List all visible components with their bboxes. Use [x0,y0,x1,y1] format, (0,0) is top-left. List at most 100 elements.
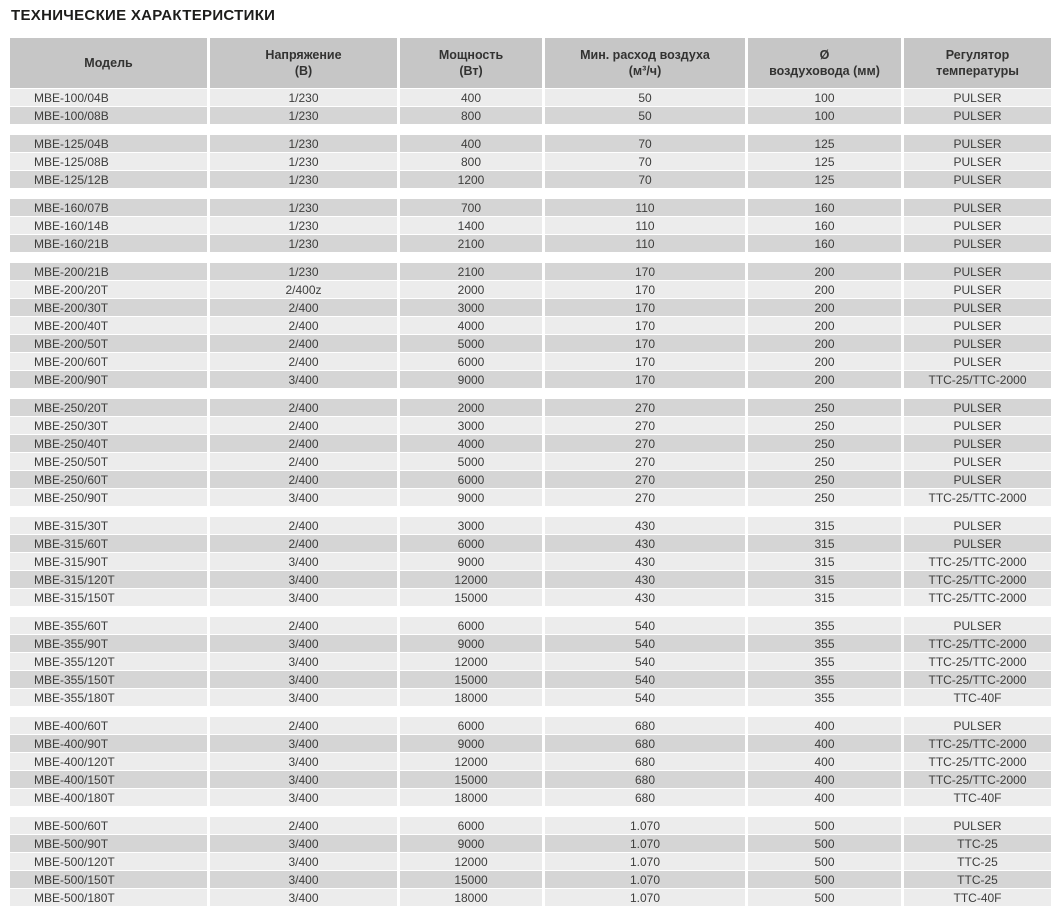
voltage-cell: 2/400 [210,535,397,552]
regulator-cell: TTC-25 [904,871,1051,888]
model-cell: MBE-500/150T [10,871,207,888]
power-cell: 6000 [400,535,542,552]
table-row: MBE-400/150T 3/400 15000 680 400 TTC-25/TTC-2… [10,771,1051,788]
table-row: MBE-160/14B 1/230 1400 110 160 PULSER [10,217,1051,234]
model-cell: MBE-400/90T [10,735,207,752]
regulator-cell: TTC-25/TTC-2000 [904,371,1051,388]
table-row: MBE-100/04B 1/230 400 50 100 PULSER [10,89,1051,106]
table-row: MBE-200/40T 2/400 4000 170 200 PULSER [10,317,1051,334]
voltage-cell: 3/400 [210,789,397,806]
table-row: MBE-355/150T 3/400 15000 540 355 TTC-25/TTC-2… [10,671,1051,688]
page-title: ТЕХНИЧЕСКИЕ ХАРАКТЕРИСТИКИ [11,7,276,24]
voltage-cell: 3/400 [210,653,397,670]
airflow-cell: 70 [545,153,745,170]
regulator-cell: TTC-25/TTC-2000 [904,635,1051,652]
regulator-cell: TTC-40F [904,889,1051,906]
voltage-cell: 3/400 [210,689,397,706]
regulator-cell: TTC-25/TTC-2000 [904,735,1051,752]
regulator-cell: PULSER [904,453,1051,470]
power-cell: 9000 [400,553,542,570]
regulator-cell: PULSER [904,717,1051,734]
model-cell: MBE-250/60T [10,471,207,488]
airflow-cell: 170 [545,353,745,370]
model-cell: MBE-355/120T [10,653,207,670]
table-row: MBE-400/180T 3/400 18000 680 400 TTC-40F [10,789,1051,806]
diameter-cell: 500 [748,817,901,834]
power-cell: 400 [400,89,542,106]
power-cell: 12000 [400,753,542,770]
airflow-cell: 540 [545,635,745,652]
regulator-cell: TTC-25/TTC-2000 [904,553,1051,570]
diameter-cell: 250 [748,453,901,470]
voltage-cell: 3/400 [210,371,397,388]
diameter-cell: 315 [748,517,901,534]
table-row: MBE-250/90T 3/400 9000 270 250 TTC-25/TTC-200… [10,489,1051,506]
table-row: MBE-200/50T 2/400 5000 170 200 PULSER [10,335,1051,352]
table-header: Модель Напряжение (В) Мощность (Вт) Мин. расх… [10,38,1051,88]
regulator-cell: TTC-25/TTC-2000 [904,653,1051,670]
model-cell: MBE-355/90T [10,635,207,652]
table-row: MBE-400/90T 3/400 9000 680 400 TTC-25/TTC-200… [10,735,1051,752]
model-cell: MBE-250/30T [10,417,207,434]
power-cell: 5000 [400,453,542,470]
diameter-cell: 315 [748,589,901,606]
voltage-cell: 3/400 [210,753,397,770]
diameter-cell: 355 [748,671,901,688]
power-cell: 15000 [400,771,542,788]
table-body: MBE-100/04B 1/230 400 50 100 PULSER MBE-100/08… [10,89,1051,906]
column-label: Регулятор [945,48,1010,62]
diameter-cell: 125 [748,171,901,188]
voltage-cell: 2/400 [210,817,397,834]
regulator-cell: PULSER [904,517,1051,534]
diameter-cell: 200 [748,281,901,298]
model-cell: MBE-200/90T [10,371,207,388]
power-cell: 15000 [400,589,542,606]
diameter-cell: 315 [748,553,901,570]
regulator-cell: PULSER [904,535,1051,552]
regulator-cell: PULSER [904,399,1051,416]
airflow-cell: 680 [545,771,745,788]
diameter-cell: 400 [748,735,901,752]
group-spacer-cell [10,807,1051,816]
model-cell: MBE-500/90T [10,835,207,852]
voltage-cell: 2/400 [210,399,397,416]
model-cell: MBE-315/90T [10,553,207,570]
power-cell: 6000 [400,353,542,370]
voltage-cell: 1/230 [210,171,397,188]
power-cell: 2100 [400,235,542,252]
voltage-cell: 1/230 [210,107,397,124]
group-spacer [10,389,1051,398]
diameter-cell: 355 [748,617,901,634]
diameter-cell: 400 [748,771,901,788]
diameter-cell: 500 [748,871,901,888]
diameter-cell: 200 [748,317,901,334]
airflow-cell: 1.070 [545,889,745,906]
model-cell: MBE-250/20T [10,399,207,416]
group-spacer [10,807,1051,816]
regulator-cell: PULSER [904,153,1051,170]
airflow-cell: 170 [545,281,745,298]
table-row: MBE-500/90T 3/400 9000 1.070 500 TTC-25 [10,835,1051,852]
airflow-cell: 680 [545,717,745,734]
model-cell: MBE-200/21B [10,263,207,280]
airflow-cell: 540 [545,689,745,706]
model-cell: MBE-125/04B [10,135,207,152]
regulator-cell: PULSER [904,217,1051,234]
voltage-cell: 3/400 [210,671,397,688]
power-cell: 4000 [400,435,542,452]
table-row: MBE-200/90T 3/400 9000 170 200 TTC-25/TTC-200… [10,371,1051,388]
airflow-cell: 170 [545,317,745,334]
voltage-cell: 3/400 [210,835,397,852]
group-spacer [10,707,1051,716]
power-cell: 6000 [400,617,542,634]
column-sublabel: (м³/ч) [628,64,662,78]
diameter-cell: 125 [748,153,901,170]
power-cell: 9000 [400,371,542,388]
airflow-cell: 110 [545,199,745,216]
column-sublabel: температуры [936,64,1019,78]
column-sublabel: (Вт) [459,64,483,78]
table-row: MBE-315/150T 3/400 15000 430 315 TTC-25/TTC-2… [10,589,1051,606]
model-cell: MBE-250/90T [10,489,207,506]
voltage-cell: 2/400 [210,471,397,488]
power-cell: 2000 [400,281,542,298]
